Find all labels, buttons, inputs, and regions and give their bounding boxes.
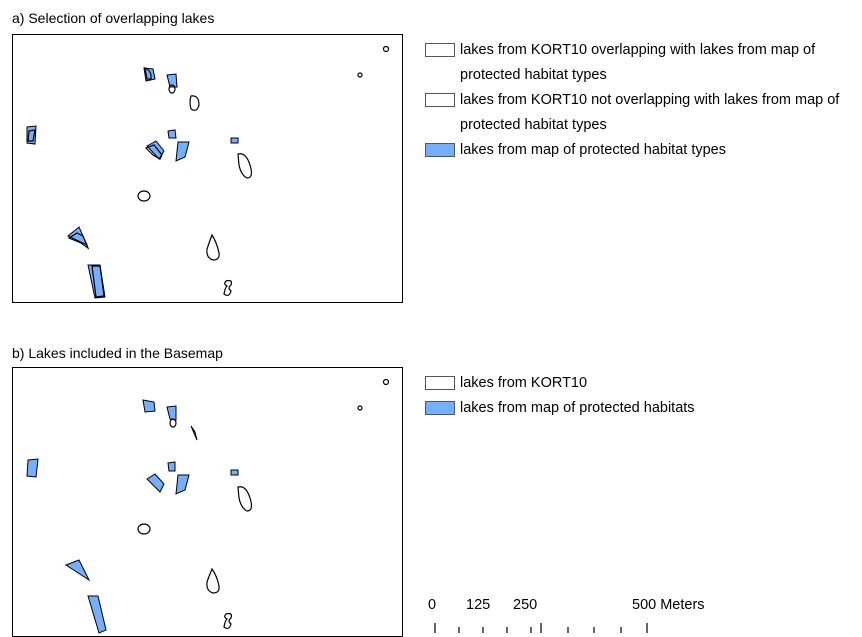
- protected-lake: [87, 595, 107, 634]
- protected-lake: [166, 73, 178, 88]
- panel-a-map: [12, 34, 403, 303]
- kort10-lake: [137, 190, 151, 202]
- kort10-lake: [27, 129, 36, 142]
- kort10-lake: [168, 84, 176, 94]
- kort10-lake: [144, 67, 152, 80]
- scale-label-125: 125: [466, 597, 491, 613]
- kort10-lake: [382, 378, 390, 386]
- kort10-lake: [237, 153, 253, 179]
- protected-lake: [230, 137, 239, 144]
- legend-label: lakes from KORT10: [460, 375, 588, 391]
- kort10-lake: [223, 612, 233, 630]
- panel-b-map: [12, 367, 403, 637]
- legend-item-kort10-overlapping: lakes from KORT10 overlapping with lakes…: [425, 38, 862, 88]
- legend-label: lakes from KORT10 overlapping with lakes…: [460, 42, 816, 83]
- kort10-lake: [382, 45, 390, 53]
- kort10-lake: [357, 72, 363, 78]
- legend-item-kort10: lakes from KORT10: [425, 371, 862, 396]
- legend-label: lakes from map of protected habitats: [460, 400, 695, 416]
- protected-lake: [67, 226, 89, 247]
- panel-b-legend: lakes from KORT10 lakes from map of prot…: [425, 371, 862, 421]
- protected-lake: [230, 469, 239, 476]
- scale-bar: 0 125 250 500 Meters: [428, 597, 705, 633]
- panel-b-kort10-lakes: [137, 378, 390, 630]
- protected-lake: [167, 461, 176, 472]
- kort10-lake: [169, 418, 177, 428]
- protected-lake: [167, 129, 177, 139]
- kort10-lake: [206, 567, 220, 594]
- panel-a-legend: lakes from KORT10 overlapping with lakes…: [425, 38, 862, 163]
- protected-lake: [26, 458, 39, 478]
- panel-a-title: a) Selection of overlapping lakes: [12, 10, 215, 26]
- legend-item-kort10-not-overlapping: lakes from KORT10 not overlapping with l…: [425, 88, 862, 138]
- protected-lake: [175, 141, 190, 162]
- legend-item-protected-habitat: lakes from map of protected habitat type…: [425, 138, 862, 163]
- panel-b-map-canvas: [26, 378, 390, 634]
- legend-item-protected-habitats: lakes from map of protected habitats: [425, 396, 862, 421]
- protected-lake: [64, 559, 91, 582]
- kort10-lake: [67, 232, 90, 250]
- legend-swatch-blue: [425, 401, 455, 415]
- protected-lake: [175, 474, 190, 495]
- panel-b-protected-lakes: [26, 399, 239, 634]
- legend-label: lakes from KORT10 not overlapping with l…: [460, 92, 840, 133]
- protected-lake: [146, 473, 165, 493]
- protected-lake: [142, 399, 156, 413]
- legend-swatch-white: [425, 93, 455, 107]
- scale-label-500-meters: 500 Meters: [632, 597, 705, 613]
- panel-a-kort10-lakes: [27, 45, 390, 298]
- kort10-lake: [189, 95, 200, 111]
- panel-a-protected-lakes: [26, 67, 239, 299]
- scale-label-250: 250: [513, 597, 538, 613]
- kort10-lake: [144, 144, 163, 160]
- protected-lake: [166, 405, 177, 421]
- kort10-lake: [137, 523, 151, 535]
- kort10-lake: [91, 265, 105, 298]
- kort10-lake: [206, 233, 220, 261]
- kort10-lake: [237, 486, 253, 512]
- scale-bar-ticks: [434, 623, 648, 633]
- protected-lake: [190, 425, 198, 441]
- legend-swatch-white: [425, 376, 455, 390]
- kort10-lake: [223, 279, 233, 297]
- panel-a-map-canvas: [26, 45, 390, 299]
- legend-swatch-white: [425, 43, 455, 57]
- kort10-lake: [357, 405, 363, 411]
- panel-b-title: b) Lakes included in the Basemap: [12, 345, 223, 361]
- legend-swatch-blue: [425, 143, 455, 157]
- scale-label-0: 0: [428, 597, 437, 613]
- legend-label: lakes from map of protected habitat type…: [460, 142, 726, 158]
